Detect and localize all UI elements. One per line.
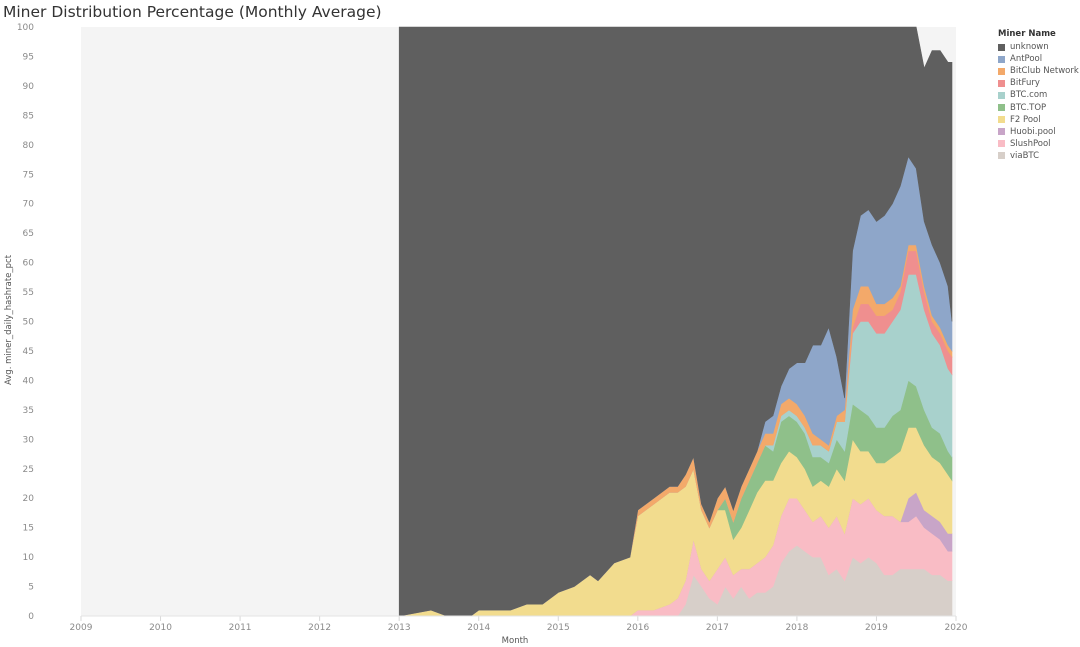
x-tick-label: 2019: [865, 623, 888, 633]
legend-swatch: [998, 128, 1005, 136]
area-unknown[interactable]: [398, 26, 953, 617]
x-axis-title: Month: [502, 636, 529, 646]
x-tick-label: 2017: [706, 623, 729, 633]
y-tick-label: 75: [23, 170, 34, 180]
legend-label: viaBTC: [1010, 150, 1040, 161]
legend-swatch: [998, 152, 1005, 160]
legend-item[interactable]: BTC.TOP: [998, 101, 1079, 113]
y-tick-label: 55: [23, 288, 34, 298]
y-tick-label: 0: [28, 612, 34, 622]
y-tick-label: 100: [17, 23, 34, 33]
legend-item[interactable]: SlushPool: [998, 138, 1079, 150]
y-tick-label: 65: [23, 229, 34, 239]
legend-item[interactable]: BitFury: [998, 77, 1079, 89]
y-tick-label: 85: [23, 111, 34, 121]
x-tick-label: 2018: [785, 623, 808, 633]
y-axis-ticks: 1009590858075706560555045403530252015105…: [17, 23, 34, 622]
x-tick-label: 2014: [467, 623, 490, 633]
legend-label: BitFury: [1010, 78, 1040, 89]
y-tick-label: 60: [23, 259, 35, 269]
y-tick-label: 40: [23, 376, 35, 386]
legend-label: SlushPool: [1010, 138, 1051, 149]
x-tick-label: 2013: [388, 623, 411, 633]
legend-swatch: [998, 55, 1005, 63]
legend-item[interactable]: BitClub Network: [998, 65, 1079, 77]
y-tick-label: 90: [23, 82, 35, 92]
x-tick-label: 2015: [547, 623, 570, 633]
y-tick-label: 5: [28, 583, 34, 593]
legend-items: unknown AntPool BitClub Network BitFury BTC.…: [998, 41, 1079, 162]
y-tick-label: 70: [23, 200, 35, 210]
y-tick-label: 15: [23, 524, 34, 534]
x-tick-label: 2020: [945, 623, 968, 633]
legend-label: BTC.TOP: [1010, 102, 1047, 113]
legend-label: BTC.com: [1010, 90, 1048, 101]
x-tick-label: 2010: [149, 623, 172, 633]
area-layers: [398, 26, 953, 617]
chart-title: Miner Distribution Percentage (Monthly A…: [3, 3, 382, 21]
legend-item[interactable]: unknown: [998, 41, 1079, 53]
y-tick-label: 35: [23, 406, 34, 416]
legend-swatch: [998, 91, 1005, 99]
y-tick-label: 25: [23, 465, 34, 475]
legend-label: unknown: [1010, 42, 1049, 53]
legend-title: Miner Name: [998, 29, 1056, 39]
y-axis-title: Avg. miner_daily_hashrate_pct: [4, 254, 14, 385]
y-tick-label: 10: [23, 553, 35, 563]
x-tick-label: 2009: [70, 623, 93, 633]
y-tick-label: 20: [23, 494, 35, 504]
y-tick-label: 30: [23, 435, 35, 445]
y-tick-label: 45: [23, 347, 34, 357]
legend-swatch: [998, 140, 1005, 148]
legend-item[interactable]: viaBTC: [998, 150, 1079, 162]
legend-item[interactable]: AntPool: [998, 53, 1079, 65]
legend-label: AntPool: [1010, 54, 1043, 65]
legend-swatch: [998, 43, 1005, 51]
x-tick-label: 2016: [626, 623, 649, 633]
legend-label: Huobi.pool: [1010, 126, 1056, 137]
y-tick-label: 95: [23, 52, 34, 62]
legend-swatch: [998, 67, 1005, 75]
legend-swatch: [998, 79, 1005, 87]
legend-item[interactable]: Huobi.pool: [998, 126, 1079, 138]
legend: Miner Name unknown AntPool BitClub Network…: [998, 29, 1079, 162]
legend-label: BitClub Network: [1010, 66, 1079, 77]
legend-item[interactable]: F2 Pool: [998, 114, 1079, 126]
legend-swatch: [998, 104, 1005, 112]
legend-item[interactable]: BTC.com: [998, 89, 1079, 101]
legend-label: F2 Pool: [1010, 114, 1041, 125]
x-axis-ticks: 2009 2010 2011 2012 2013 2014 2015 2016 2017 2018…: [70, 616, 968, 633]
y-tick-label: 80: [23, 141, 35, 151]
y-tick-label: 50: [23, 318, 35, 328]
x-tick-label: 2011: [229, 623, 252, 633]
legend-swatch: [998, 116, 1005, 124]
x-tick-label: 2012: [308, 623, 331, 633]
